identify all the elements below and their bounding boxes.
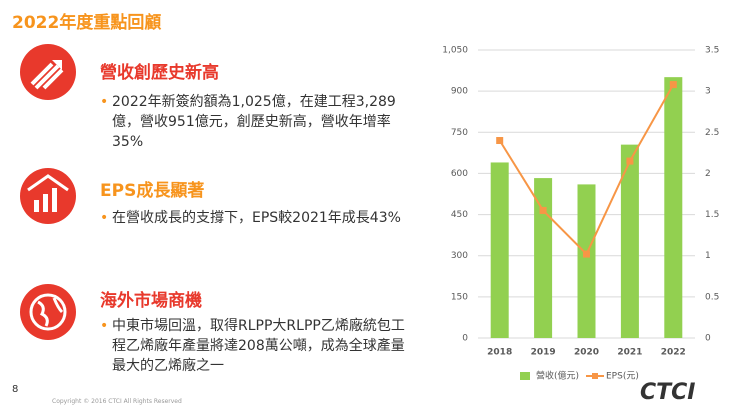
legend-swatch bbox=[592, 373, 598, 379]
line-marker bbox=[539, 206, 547, 214]
section-heading: 海外市場商機 bbox=[100, 291, 202, 311]
bar bbox=[577, 184, 596, 338]
page-number: 8 bbox=[12, 384, 19, 395]
x-tick-label: 2021 bbox=[617, 348, 642, 358]
y2-tick-label: 0.5 bbox=[705, 292, 719, 302]
line-marker bbox=[583, 250, 590, 258]
bar bbox=[534, 178, 553, 338]
section-heading: 營收創歷史新高 bbox=[100, 63, 219, 83]
y-tick-label: 0 bbox=[462, 334, 468, 344]
x-tick-label: 2022 bbox=[661, 348, 686, 358]
y2-tick-label: 3.5 bbox=[705, 46, 719, 56]
section-text: 中東市場回溫，取得RLPP大RLPP乙烯廠統包工程乙烯廠年產量將達208萬公噸，… bbox=[100, 316, 412, 376]
bar bbox=[620, 144, 639, 338]
icons bbox=[20, 44, 76, 340]
y2-tick-label: 2.5 bbox=[705, 128, 719, 138]
y2-tick-label: 2 bbox=[705, 169, 711, 179]
slide-title: 2022年度重點回顧 bbox=[12, 13, 162, 33]
bar bbox=[664, 77, 683, 338]
bar bbox=[490, 162, 509, 338]
y-tick-label: 1,050 bbox=[442, 46, 468, 56]
section-text: 2022年新簽約額為1,025億，在建工程3,289億，營收951億元，創歷史新… bbox=[100, 92, 412, 152]
y-tick-label: 150 bbox=[451, 292, 468, 302]
x-tick-label: 2018 bbox=[487, 348, 512, 358]
y-tick-label: 450 bbox=[451, 210, 468, 220]
y-tick-label: 900 bbox=[451, 87, 468, 97]
legend-label: 營收(億元) bbox=[536, 370, 579, 381]
y2-tick-label: 1.5 bbox=[705, 210, 719, 220]
legend-label: EPS(元) bbox=[606, 372, 639, 381]
copyright: Copyright © 2016 CTCI All Rights Reserve… bbox=[52, 398, 182, 405]
y-tick-label: 750 bbox=[451, 128, 468, 138]
y2-tick-label: 1 bbox=[705, 251, 711, 261]
y-tick-label: 300 bbox=[451, 251, 468, 261]
section-heading: EPS成長顯著 bbox=[100, 181, 205, 201]
line-marker bbox=[669, 81, 677, 89]
section-text: 在營收成長的支撐下，EPS較2021年成長43% bbox=[100, 208, 412, 228]
y-tick-label: 600 bbox=[451, 169, 468, 179]
y2-tick-label: 3 bbox=[705, 87, 711, 97]
logo: CTCI bbox=[640, 380, 696, 405]
chart: 0 150 300 450 600 750 900 1,050 0 0.5 1 1.5 2 2.5 3 3.5… bbox=[442, 46, 719, 381]
y2-tick-label: 0 bbox=[705, 334, 711, 344]
line-marker bbox=[626, 157, 634, 165]
line-marker bbox=[496, 137, 504, 145]
legend-swatch bbox=[520, 372, 530, 380]
x-tick-label: 2020 bbox=[574, 348, 599, 358]
x-tick-label: 2019 bbox=[531, 348, 556, 358]
